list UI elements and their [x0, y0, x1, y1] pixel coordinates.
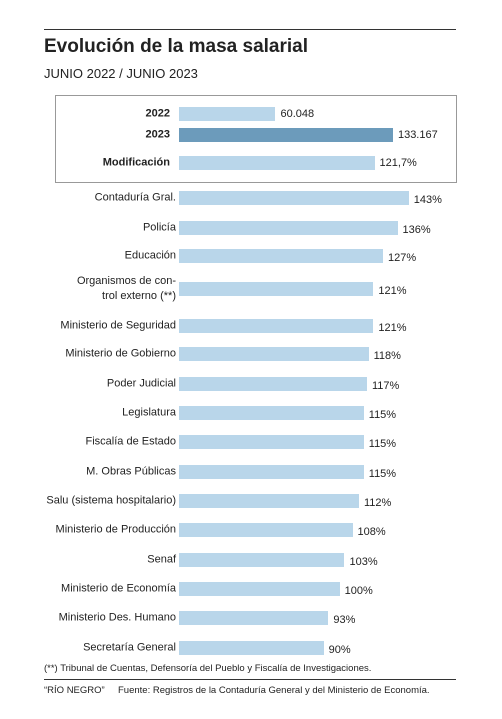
category-label: Ministerio de Producción — [55, 523, 176, 536]
bar — [179, 319, 374, 333]
bar — [179, 553, 345, 567]
bar — [179, 107, 276, 121]
value-label: 90% — [328, 644, 351, 656]
credit: “RÍO NEGRO” — [44, 685, 105, 696]
value-label: 121% — [378, 322, 407, 334]
bar — [179, 611, 329, 625]
category-label: Fiscalía de Estado — [85, 435, 177, 448]
category-label: 2022 — [145, 107, 170, 120]
value-label: 93% — [333, 614, 356, 626]
value-label: 115% — [368, 438, 397, 450]
bar — [179, 582, 340, 596]
category-label: Secretaría General — [83, 641, 176, 654]
category-label: Ministerio de Seguridad — [60, 319, 176, 332]
bar — [179, 641, 324, 655]
value-label: 136% — [402, 224, 431, 236]
category-label: Organismos de con- trol externo (**) — [76, 275, 176, 302]
category-label: Legislatura — [122, 406, 176, 419]
bar — [179, 523, 353, 537]
bar — [179, 282, 374, 296]
category-label: Ministerio de Economía — [61, 582, 176, 595]
value-label: 143% — [413, 194, 442, 206]
value-label: 121,7% — [379, 157, 417, 169]
bar — [179, 406, 364, 420]
bar — [179, 221, 398, 235]
value-label: 133.167 — [397, 129, 438, 141]
value-label: 112% — [363, 497, 392, 509]
category-label: Ministerio Des. Humano — [58, 611, 176, 624]
bar — [179, 191, 409, 205]
value-label: 100% — [344, 585, 373, 597]
title: Evolución de la masa salarial — [44, 36, 309, 57]
value-label: 121% — [378, 285, 407, 297]
bar — [179, 156, 375, 170]
top-rule — [44, 29, 456, 30]
category-label: 2023 — [145, 128, 170, 141]
category-label: Ministerio de Gobierno — [65, 347, 176, 360]
category-label: Modificación — [102, 156, 170, 169]
category-label: Salu (sistema hospitalario) — [46, 494, 176, 507]
value-label: 108% — [357, 526, 386, 538]
footnote: (**) Tribunal de Cuentas, Defensoría del… — [44, 663, 372, 674]
category-label: Educación — [124, 249, 176, 262]
bar — [179, 249, 384, 263]
bar — [179, 465, 364, 479]
bar — [179, 377, 367, 391]
value-label: 60.048 — [280, 108, 315, 120]
bar — [179, 347, 369, 361]
category-label: Policía — [142, 221, 176, 234]
bar — [179, 128, 393, 142]
value-label: 118% — [373, 350, 401, 362]
value-label: 115% — [368, 409, 397, 421]
bar — [179, 494, 359, 508]
category-label: Poder Judicial — [106, 377, 176, 390]
subtitle: JUNIO 2022 / JUNIO 2023 — [44, 66, 198, 81]
bottom-rule — [44, 679, 456, 680]
value-label: 115% — [368, 468, 397, 480]
source: Fuente: Registros de la Contaduría Gener… — [118, 685, 430, 696]
value-label: 117% — [371, 380, 400, 392]
category-label: M. Obras Públicas — [86, 465, 176, 478]
value-label: 127% — [388, 252, 417, 264]
category-label: Contaduría Gral. — [94, 191, 176, 204]
value-label: 103% — [349, 556, 378, 568]
bar — [179, 435, 364, 449]
summary-box — [55, 95, 457, 183]
category-label: Senaf — [147, 553, 176, 566]
